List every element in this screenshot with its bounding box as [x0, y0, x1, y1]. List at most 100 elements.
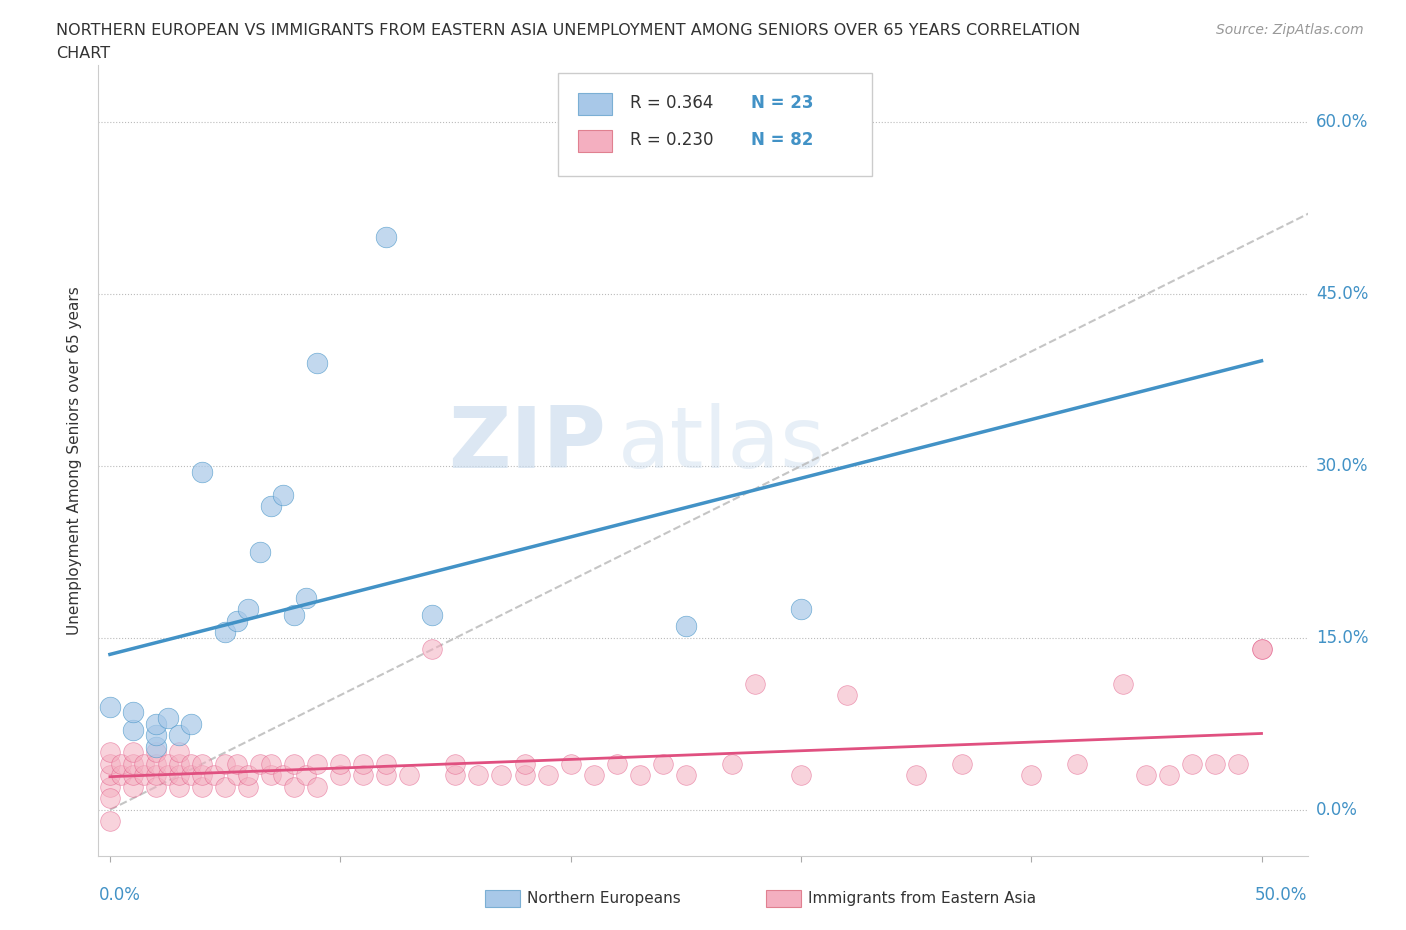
Point	[1204, 756, 1226, 771]
Text: R = 0.230: R = 0.230	[630, 131, 714, 149]
Point	[536, 768, 558, 783]
Point	[249, 545, 271, 560]
Point	[513, 756, 536, 771]
Point	[122, 745, 145, 760]
Point	[236, 602, 259, 617]
Point	[110, 756, 132, 771]
Point	[167, 756, 190, 771]
Point	[606, 756, 628, 771]
Point	[122, 722, 145, 737]
Point	[122, 705, 145, 720]
Point	[145, 779, 167, 794]
Bar	[578, 130, 613, 152]
Point	[191, 768, 214, 783]
Point	[98, 699, 121, 714]
Text: 30.0%: 30.0%	[1316, 457, 1368, 475]
Point	[214, 756, 236, 771]
Point	[236, 779, 259, 794]
Point	[398, 768, 420, 783]
Point	[375, 756, 398, 771]
Point	[98, 768, 121, 783]
Point	[260, 768, 283, 783]
Point	[260, 756, 283, 771]
Point	[260, 498, 283, 513]
Point	[145, 739, 167, 754]
Text: 45.0%: 45.0%	[1316, 286, 1368, 303]
Point	[352, 756, 374, 771]
Text: Immigrants from Eastern Asia: Immigrants from Eastern Asia	[808, 891, 1036, 906]
Point	[329, 768, 352, 783]
Text: Source: ZipAtlas.com: Source: ZipAtlas.com	[1216, 23, 1364, 37]
Text: 0.0%: 0.0%	[1316, 801, 1358, 818]
Point	[225, 756, 247, 771]
Point	[191, 756, 214, 771]
Point	[294, 768, 316, 783]
Point	[375, 768, 398, 783]
Point	[98, 790, 121, 805]
Point	[249, 756, 271, 771]
Point	[202, 768, 225, 783]
Point	[145, 716, 167, 731]
Point	[1066, 756, 1088, 771]
Point	[491, 768, 513, 783]
Point	[1250, 642, 1272, 657]
Point	[675, 619, 697, 634]
Point	[1181, 756, 1204, 771]
Point	[1112, 676, 1135, 691]
Point	[145, 745, 167, 760]
Point	[225, 768, 247, 783]
Point	[122, 779, 145, 794]
Point	[1019, 768, 1042, 783]
Point	[375, 230, 398, 245]
Text: 60.0%: 60.0%	[1316, 113, 1368, 131]
Text: Northern Europeans: Northern Europeans	[527, 891, 681, 906]
Point	[422, 642, 444, 657]
Point	[283, 756, 305, 771]
Point	[1227, 756, 1250, 771]
Point	[167, 728, 190, 743]
Point	[225, 613, 247, 628]
Point	[905, 768, 928, 783]
Point	[790, 768, 813, 783]
Point	[156, 756, 179, 771]
Text: NORTHERN EUROPEAN VS IMMIGRANTS FROM EASTERN ASIA UNEMPLOYMENT AMONG SENIORS OVE: NORTHERN EUROPEAN VS IMMIGRANTS FROM EAS…	[56, 23, 1080, 38]
Point	[98, 745, 121, 760]
Point	[283, 607, 305, 622]
Point	[145, 756, 167, 771]
Text: CHART: CHART	[56, 46, 110, 61]
Text: 15.0%: 15.0%	[1316, 629, 1368, 647]
Point	[352, 768, 374, 783]
Point	[167, 745, 190, 760]
Point	[145, 768, 167, 783]
Point	[134, 768, 156, 783]
Point	[790, 602, 813, 617]
Point	[191, 464, 214, 479]
Point	[236, 768, 259, 783]
Point	[582, 768, 605, 783]
Point	[145, 728, 167, 743]
Point	[283, 779, 305, 794]
Text: ZIP: ZIP	[449, 403, 606, 486]
Point	[271, 487, 294, 502]
FancyBboxPatch shape	[558, 73, 872, 176]
Point	[560, 756, 582, 771]
Text: R = 0.364: R = 0.364	[630, 94, 714, 112]
Text: 50.0%: 50.0%	[1256, 886, 1308, 904]
Text: 0.0%: 0.0%	[98, 886, 141, 904]
Point	[950, 756, 973, 771]
Point	[180, 768, 202, 783]
Point	[271, 768, 294, 783]
Point	[156, 768, 179, 783]
Point	[110, 768, 132, 783]
Point	[467, 768, 489, 783]
Point	[444, 756, 467, 771]
Point	[307, 756, 329, 771]
Point	[180, 756, 202, 771]
Point	[98, 756, 121, 771]
Point	[307, 779, 329, 794]
Point	[98, 779, 121, 794]
Text: atlas: atlas	[619, 403, 827, 486]
Point	[1159, 768, 1181, 783]
Point	[122, 756, 145, 771]
Point	[628, 768, 651, 783]
